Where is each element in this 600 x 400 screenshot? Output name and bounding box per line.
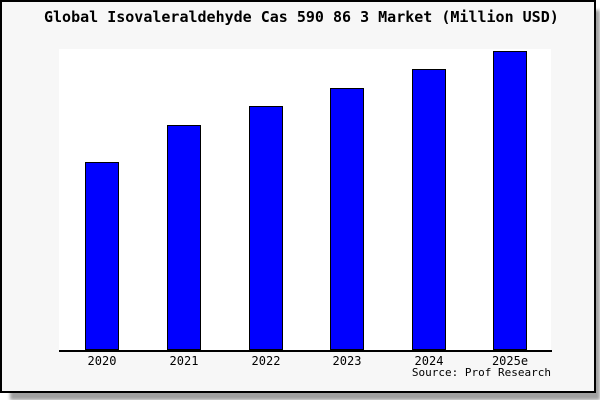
chart-canvas: Global Isovaleraldehyde Cas 590 86 3 Mar… <box>0 0 596 393</box>
plot-area <box>59 49 551 350</box>
x-tick-label-2021: 2021 <box>169 354 199 368</box>
x-tick-label-2025e: 2025e <box>491 354 529 368</box>
x-tick-label-2024: 2024 <box>414 354 444 368</box>
x-tick-label-2022: 2022 <box>251 354 281 368</box>
bar-2020 <box>85 162 119 350</box>
bar-2024 <box>412 69 446 350</box>
bar-2021 <box>167 125 201 350</box>
x-tick-label-2023: 2023 <box>332 354 362 368</box>
bar-2023 <box>330 88 364 350</box>
bar-2025e <box>493 51 527 350</box>
x-axis-line <box>59 350 552 352</box>
source-credit: Source: Prof Research <box>411 366 551 379</box>
x-axis-tick-labels: 2020 2021 2022 2023 2024 2025e <box>59 354 551 370</box>
x-tick-label-2020: 2020 <box>87 354 117 368</box>
bar-2022 <box>249 106 283 350</box>
chart-title: Global Isovaleraldehyde Cas 590 86 3 Mar… <box>44 8 559 26</box>
